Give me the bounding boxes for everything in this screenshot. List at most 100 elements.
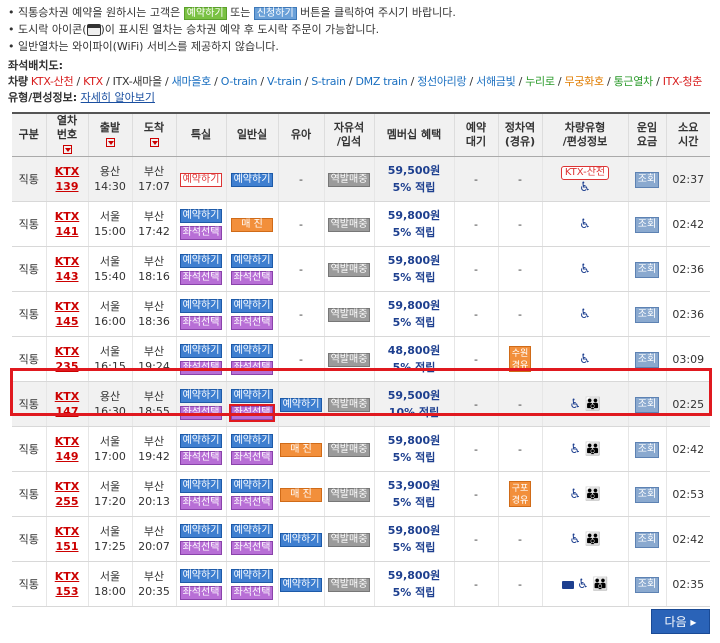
legend-car-type[interactable]: V-train [267, 75, 302, 88]
general-reserve-button[interactable]: 예약하기 [231, 434, 273, 448]
legend-car-type[interactable]: KTX-산천 [30, 75, 74, 88]
special-seat-select-button[interactable]: 좌석선택 [180, 586, 222, 600]
legend-separator: / [652, 75, 663, 88]
legend-car-type[interactable]: 정선아리랑 [417, 75, 467, 88]
train-link[interactable]: KTX 149 [54, 435, 80, 463]
legend-car-type[interactable]: ITX-새마을 [112, 75, 162, 88]
general-reserve-button[interactable]: 예약하기 [231, 172, 273, 187]
general-seat-select-button[interactable]: 좌석선택 [231, 451, 273, 465]
header-special: 특실 [175, 113, 226, 157]
infant-reserve-button[interactable]: 예약하기 [280, 577, 322, 592]
fare-view-button[interactable]: 조회 [635, 261, 659, 278]
legend-car-type[interactable]: 새마을호 [171, 75, 212, 88]
station-sale-button[interactable]: 역발매중 [328, 397, 370, 412]
via-station-badge[interactable]: 수원 경유 [509, 346, 531, 372]
general-reserve-button[interactable]: 예약하기 [231, 569, 273, 583]
train-link[interactable]: KTX 141 [54, 210, 80, 238]
infant-reserve-button[interactable]: 예약하기 [280, 532, 322, 547]
fare-view-button[interactable]: 조회 [635, 306, 659, 323]
special-seat-select-button[interactable]: 좌석선택 [180, 226, 222, 240]
special-reserve-button[interactable]: 예약하기 [180, 172, 222, 187]
special-seat-select-button[interactable]: 좌석선택 [180, 451, 222, 465]
train-link[interactable]: KTX 145 [54, 300, 80, 328]
legend-car-type[interactable]: S-train [311, 75, 346, 88]
general-reserve-button[interactable]: 예약하기 [231, 479, 273, 493]
station-sale-button[interactable]: 역발매중 [328, 352, 370, 367]
ktx-sancheon-badge[interactable]: KTX-산천 [560, 165, 610, 180]
station-sale-button[interactable]: 역발매중 [328, 487, 370, 502]
special-reserve-button[interactable]: 예약하기 [180, 299, 222, 313]
station-sale-button[interactable]: 역발매중 [328, 577, 370, 592]
legend-car-type[interactable]: O-train [220, 75, 258, 88]
general-reserve-button[interactable]: 예약하기 [231, 524, 273, 538]
station-sale-button[interactable]: 역발매중 [328, 532, 370, 547]
legend-car-type[interactable]: ITX-청춘 [662, 75, 703, 88]
infant-reserve-button[interactable]: 예약하기 [280, 397, 322, 412]
legend-car-type[interactable]: 통근열차 [613, 75, 654, 88]
general-reserve-button[interactable]: 예약하기 [231, 254, 273, 268]
infant-soldout-button[interactable]: 매 진 [280, 487, 322, 502]
legend-car-type[interactable]: 서해금빛 [476, 75, 516, 88]
station-sale-button[interactable]: 역발매중 [328, 172, 370, 187]
cell-arrive: 부산 18:36 [131, 291, 176, 337]
general-seat-select-button[interactable]: 좌석선택 [231, 496, 273, 510]
train-link[interactable]: KTX 151 [54, 525, 80, 553]
train-link[interactable]: KTX 255 [54, 480, 80, 508]
sort-arrow-icon[interactable] [105, 137, 115, 147]
special-reserve-button[interactable]: 예약하기 [180, 569, 222, 583]
header-car-type: 차량유형/편성정보 [541, 113, 628, 157]
general-reserve-button[interactable]: 예약하기 [231, 344, 273, 358]
station-sale-button[interactable]: 역발매중 [328, 262, 370, 277]
formation-detail-link[interactable]: 자세히 알아보기 [80, 91, 155, 104]
train-link[interactable]: KTX 139 [54, 165, 80, 193]
general-reserve-button[interactable]: 예약하기 [231, 389, 273, 403]
infant-soldout-button[interactable]: 매 진 [280, 442, 322, 457]
special-reserve-button[interactable]: 예약하기 [180, 344, 222, 358]
legend-car-type[interactable]: DMZ train [355, 75, 408, 88]
cell-waitlist: - [453, 381, 498, 427]
fare-view-button[interactable]: 조회 [635, 576, 659, 593]
general-seat-select-button[interactable]: 좌석선택 [231, 361, 273, 375]
special-reserve-button[interactable]: 예약하기 [180, 479, 222, 493]
fare-view-button[interactable]: 조회 [635, 486, 659, 503]
special-reserve-button[interactable]: 예약하기 [180, 524, 222, 538]
train-link[interactable]: KTX 147 [54, 390, 80, 418]
general-seat-select-button[interactable]: 좌석선택 [231, 271, 273, 285]
via-station-badge[interactable]: 구포 경유 [509, 481, 531, 507]
special-seat-select-button[interactable]: 좌석선택 [180, 496, 222, 510]
general-seat-select-button[interactable]: 좌석선택 [231, 316, 273, 330]
fare-view-button[interactable]: 조회 [635, 531, 659, 548]
general-seat-select-button[interactable]: 좌석선택 [231, 541, 273, 555]
special-reserve-button[interactable]: 예약하기 [180, 434, 222, 448]
special-seat-select-button[interactable]: 좌석선택 [180, 271, 222, 285]
fare-view-button[interactable]: 조회 [635, 396, 659, 413]
sort-arrow-icon[interactable] [149, 137, 159, 147]
legend-car-type[interactable]: 무궁화호 [564, 75, 605, 88]
next-button[interactable]: 다음 ▸ [651, 609, 710, 634]
station-sale-button[interactable]: 역발매중 [328, 307, 370, 322]
general-seat-select-button[interactable]: 좌석선택 [229, 404, 275, 422]
station-sale-button[interactable]: 역발매중 [328, 217, 370, 232]
fare-view-button[interactable]: 조회 [635, 351, 659, 368]
special-reserve-button[interactable]: 예약하기 [180, 254, 222, 268]
legend-car-type[interactable]: 누리로 [525, 75, 555, 88]
fare-view-button[interactable]: 조회 [635, 441, 659, 458]
sort-arrow-icon[interactable] [62, 144, 72, 154]
special-reserve-button[interactable]: 예약하기 [180, 389, 222, 403]
fare-view-button[interactable]: 조회 [635, 216, 659, 233]
cell-duration: 02:25 [665, 381, 710, 427]
special-seat-select-button[interactable]: 좌석선택 [180, 406, 222, 420]
fare-view-button[interactable]: 조회 [635, 171, 659, 188]
station-sale-button[interactable]: 역발매중 [328, 442, 370, 457]
special-reserve-button[interactable]: 예약하기 [180, 209, 222, 223]
train-link[interactable]: KTX 153 [54, 570, 80, 598]
special-seat-select-button[interactable]: 좌석선택 [180, 541, 222, 555]
train-link[interactable]: KTX 143 [54, 255, 80, 283]
general-reserve-button[interactable]: 예약하기 [231, 299, 273, 313]
general-soldout-button[interactable]: 매 진 [231, 217, 273, 232]
legend-car-type[interactable]: KTX [83, 75, 103, 88]
general-seat-select-button[interactable]: 좌석선택 [231, 586, 273, 600]
train-link[interactable]: KTX 235 [54, 345, 80, 373]
special-seat-select-button[interactable]: 좌석선택 [180, 316, 222, 330]
special-seat-select-button[interactable]: 좌석선택 [180, 361, 222, 375]
